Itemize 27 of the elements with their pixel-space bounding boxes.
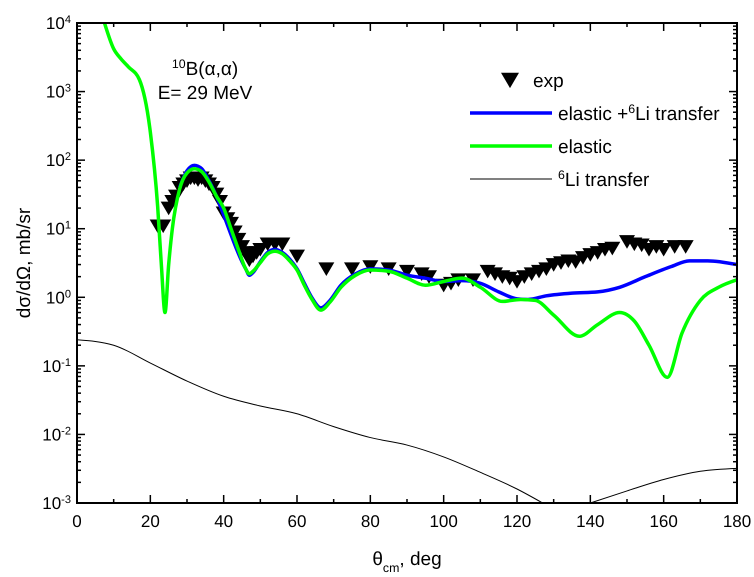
- y-tick-label: 10$^{2}$: [46, 151, 71, 170]
- y-axis-title: dσ/dΩ, mb/sr: [14, 207, 35, 318]
- y-tick-label: 10$^{1}$: [46, 220, 71, 239]
- legend-label: exp: [533, 71, 564, 92]
- x-tick-label: 140: [576, 512, 605, 531]
- y-tick-label: 10$^{4}$: [46, 14, 71, 33]
- legend-label: elastic: [558, 137, 612, 158]
- x-tick-label: 40: [214, 512, 234, 531]
- legend-label: $^{6}$Li transfer: [558, 168, 650, 191]
- y-tick-label: 10$^{-2}$: [42, 425, 71, 444]
- annotation: E= 29 MeV: [158, 83, 253, 104]
- y-tick-label: 10$^{-1}$: [42, 356, 71, 376]
- x-tick-label: 120: [502, 512, 532, 531]
- legend-label: elastic +$^{6}$Li transfer: [558, 102, 720, 125]
- y-tick-label: 10$^{0}$: [46, 288, 71, 308]
- x-tick-label: 100: [429, 512, 458, 531]
- line-series: [102, 23, 737, 380]
- x-axis-title: θ$_{cm}$, deg: [372, 549, 442, 575]
- y-tick-label: 10$^{-3}$: [42, 494, 71, 513]
- x-tick-label: 80: [360, 512, 380, 531]
- x-tick-label: 20: [140, 512, 160, 531]
- annotation: $^{10}$B(α,α): [172, 57, 238, 80]
- x-tick-label: 0: [72, 512, 82, 531]
- x-tick-label: 180: [722, 512, 752, 531]
- x-tick-label: 160: [649, 512, 678, 531]
- x-tick-label: 60: [288, 512, 306, 531]
- y-tick-label: 10$^{3}$: [46, 82, 71, 102]
